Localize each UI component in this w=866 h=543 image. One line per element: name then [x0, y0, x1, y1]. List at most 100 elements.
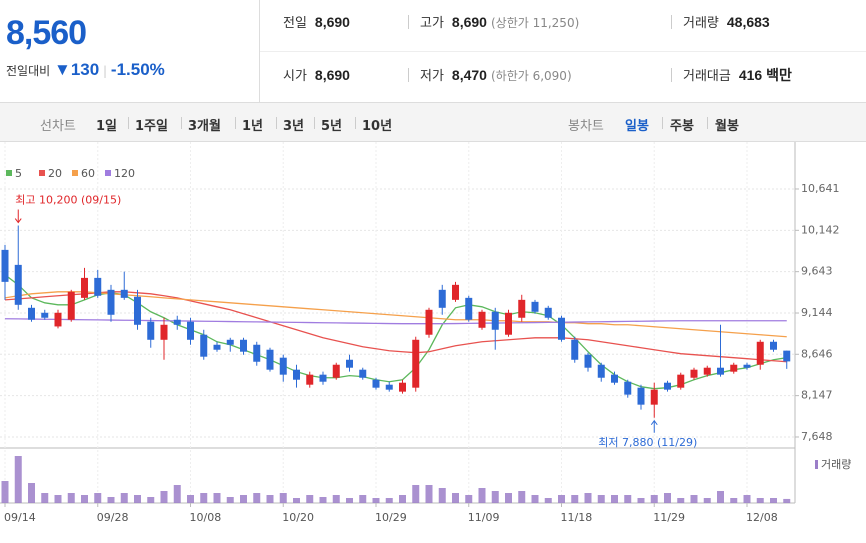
- stat-value: 416 백만: [738, 67, 792, 83]
- y-tick-label: 10,641: [801, 182, 840, 195]
- candle-body: [147, 321, 155, 340]
- volume-bar: [147, 497, 155, 503]
- volume-bar: [438, 488, 446, 503]
- candle-body: [134, 296, 141, 325]
- y-tick-label: 9,643: [801, 265, 833, 278]
- candle-body: [650, 389, 658, 405]
- volume-bar: [664, 493, 671, 503]
- candle-body: [505, 312, 512, 335]
- separator: [662, 117, 663, 129]
- legend-swatch: [815, 460, 818, 469]
- tab[interactable]: 일봉: [625, 119, 649, 134]
- volume-bar: [531, 495, 539, 503]
- y-tick-label: 10,142: [801, 223, 840, 236]
- volume-bar: [134, 495, 141, 503]
- volume-bar: [41, 493, 49, 503]
- tab[interactable]: 3개월: [188, 119, 221, 134]
- candle-body: [531, 301, 539, 312]
- volume-bar: [611, 495, 618, 503]
- volume-bar: [637, 498, 645, 503]
- stat-cell: 저가 8,470 (하한가 6,090): [420, 65, 572, 84]
- volume-bar: [624, 495, 632, 503]
- volume-bar: [783, 498, 791, 503]
- separator: [181, 117, 182, 129]
- candle-body: [173, 319, 181, 325]
- ma-line: [4, 291, 787, 338]
- candle-body: [690, 369, 698, 378]
- separator: [128, 117, 129, 129]
- candle-body: [359, 369, 367, 378]
- stat-label: 거래대금: [683, 69, 731, 84]
- candle-body: [372, 379, 380, 388]
- annotation: 최고 10,200 (09/15): [15, 194, 121, 207]
- volume-bar: [306, 495, 314, 503]
- candle-body: [491, 311, 499, 330]
- volume-bar: [240, 495, 247, 503]
- stat-value: 8,690: [314, 14, 350, 30]
- tab-group-label: 선차트: [40, 119, 76, 134]
- tab[interactable]: 1주일: [135, 119, 168, 134]
- candle-body: [213, 344, 221, 350]
- chart: 7,648 8,147 8,646 9,144 9,643 10,142 10,641 09/…: [0, 142, 851, 524]
- tab[interactable]: 10년: [362, 119, 393, 134]
- candle-body: [1, 249, 9, 282]
- divider: [260, 51, 866, 52]
- tab[interactable]: 5년: [321, 119, 343, 134]
- tab[interactable]: 1일: [96, 119, 118, 134]
- tab[interactable]: 3년: [283, 119, 305, 134]
- volume-bar: [372, 498, 380, 503]
- x-tick-label: 11/09: [468, 511, 500, 524]
- stat-value: 8,690: [314, 67, 350, 83]
- quote-panel: 8,560 전일대비 ▼130 | -1.50%: [0, 0, 260, 102]
- volume-bar: [187, 495, 194, 503]
- volume-bar: [584, 493, 592, 503]
- volume-bar: [81, 495, 88, 503]
- x-tick-label: 09/14: [4, 511, 36, 524]
- x-tick-label: 11/18: [561, 511, 593, 524]
- change-rate: -1.50%: [110, 60, 165, 79]
- volume-bar: [107, 497, 115, 503]
- candle-body: [279, 357, 287, 375]
- volume-bar: [743, 495, 751, 503]
- candle-body: [187, 321, 194, 340]
- volume-bar: [200, 493, 208, 503]
- volume-bar: [279, 493, 287, 503]
- legend-label: 20: [48, 167, 62, 180]
- candle-body: [160, 324, 168, 340]
- stat-note: (하한가 6,090): [490, 69, 572, 83]
- volume-bar: [266, 495, 274, 503]
- stat-cell: 거래대금 416 백만: [683, 65, 792, 85]
- candle-body: [425, 309, 433, 335]
- candle-body: [558, 317, 565, 340]
- volume-bar: [173, 485, 181, 503]
- separator: [408, 68, 409, 82]
- tab[interactable]: 1년: [242, 119, 264, 134]
- volume-bar: [399, 495, 406, 503]
- volume-bar: [478, 488, 486, 503]
- tab[interactable]: 월봉: [715, 119, 739, 134]
- volume-bar: [730, 498, 738, 503]
- volume-bar: [465, 495, 473, 503]
- change-label: 전일대비: [6, 64, 51, 78]
- candle-body: [253, 344, 261, 362]
- volume-bar: [770, 498, 777, 503]
- volume-bar: [28, 483, 35, 503]
- annotation-arrow: [14, 218, 22, 224]
- candle-body: [770, 341, 777, 350]
- y-tick-label: 7,648: [801, 430, 833, 443]
- candle-body: [677, 374, 685, 388]
- candle-body: [200, 334, 208, 357]
- tab-bar: 선차트 1일 1주일 3개월 1년 3년 5년 10년 봉차트 일봉 주봉 월봉: [0, 102, 866, 142]
- candle-body: [67, 291, 75, 320]
- stat-cell: 고가 8,690 (상한가 11,250): [420, 12, 579, 31]
- candle-body: [717, 367, 724, 375]
- legend-label: 60: [81, 167, 95, 180]
- candle-body: [385, 384, 393, 390]
- candle-body: [54, 312, 62, 327]
- volume-bar: [213, 493, 221, 503]
- stat-value: 48,683: [726, 14, 770, 30]
- candle-body: [120, 289, 128, 298]
- candle-body: [438, 289, 446, 308]
- legend-label: 120: [114, 167, 135, 180]
- tab[interactable]: 주봉: [670, 119, 694, 134]
